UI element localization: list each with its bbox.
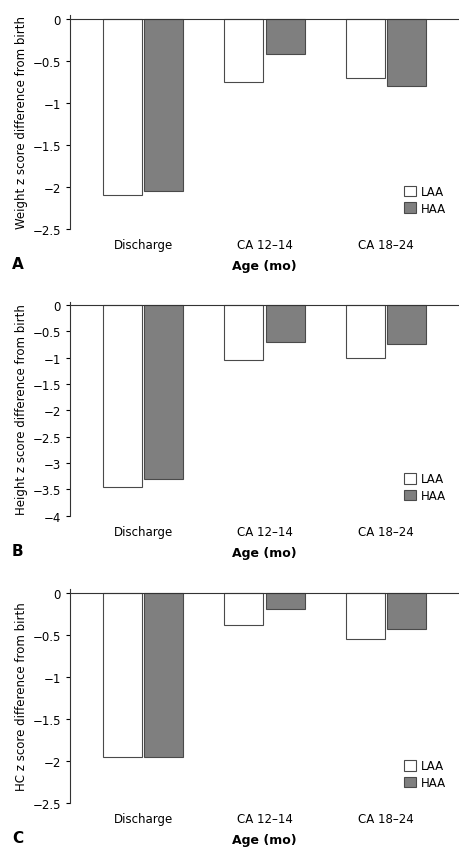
Bar — [144, 594, 183, 757]
Bar — [266, 594, 305, 609]
Bar — [103, 306, 142, 487]
Y-axis label: Weight z score difference from birth: Weight z score difference from birth — [16, 16, 28, 229]
Bar — [225, 306, 264, 361]
Bar — [387, 21, 426, 87]
Bar — [103, 21, 142, 195]
Text: C: C — [12, 830, 23, 846]
Y-axis label: Height z score difference from birth: Height z score difference from birth — [16, 304, 28, 515]
Bar — [144, 21, 183, 192]
X-axis label: Age (mo): Age (mo) — [232, 259, 297, 273]
Bar — [346, 594, 385, 640]
Legend: LAA, HAA: LAA, HAA — [401, 756, 449, 792]
Text: B: B — [12, 543, 23, 559]
Legend: LAA, HAA: LAA, HAA — [401, 183, 449, 219]
Y-axis label: HC z score difference from birth: HC z score difference from birth — [16, 602, 28, 790]
Bar — [144, 306, 183, 479]
Text: A: A — [12, 257, 24, 272]
Bar — [346, 21, 385, 79]
Bar — [266, 21, 305, 55]
X-axis label: Age (mo): Age (mo) — [232, 546, 297, 560]
Bar — [387, 306, 426, 345]
Bar — [103, 594, 142, 757]
Bar — [346, 306, 385, 358]
Legend: LAA, HAA: LAA, HAA — [401, 469, 449, 505]
X-axis label: Age (mo): Age (mo) — [232, 833, 297, 846]
Bar — [225, 21, 264, 83]
Bar — [387, 594, 426, 629]
Bar — [266, 306, 305, 343]
Bar — [225, 594, 264, 626]
